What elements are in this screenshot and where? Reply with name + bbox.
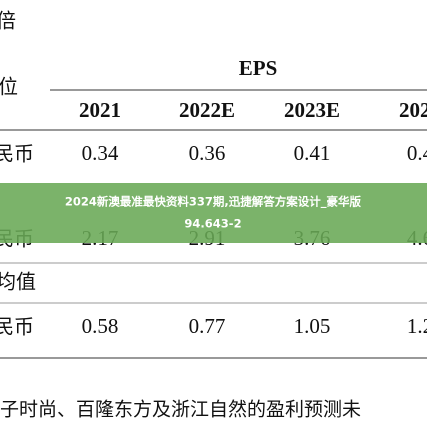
- cell: 0.77: [189, 314, 226, 338]
- cell: 1.2: [407, 314, 427, 338]
- row-label: 民币: [0, 315, 34, 339]
- banner: [0, 183, 427, 243]
- title: 倍: [0, 9, 16, 33]
- group-header: EPS: [239, 56, 278, 80]
- cell: 0.41: [294, 141, 331, 165]
- banner-text: 2024新澳最准最快资料337期,迅捷解答方案设计_豪华版: [65, 195, 362, 210]
- unit-label: 位: [0, 75, 18, 99]
- row-label: 民币: [0, 142, 34, 166]
- column-header: 2021: [79, 98, 121, 122]
- section-label: 均值: [0, 270, 36, 294]
- banner-text: 94.643-2: [184, 217, 241, 231]
- column-header: 2024: [399, 98, 427, 122]
- cell: 0.4: [407, 141, 427, 165]
- cell: 0.34: [82, 141, 119, 165]
- column-header: 2023E: [284, 98, 340, 122]
- cell: 1.05: [294, 314, 331, 338]
- footer-text: 子时尚、百隆东方及浙江自然的盈利预测未: [0, 399, 361, 421]
- cell: 0.58: [82, 314, 119, 338]
- cell: 0.36: [189, 141, 226, 165]
- column-header: 2022E: [179, 98, 235, 122]
